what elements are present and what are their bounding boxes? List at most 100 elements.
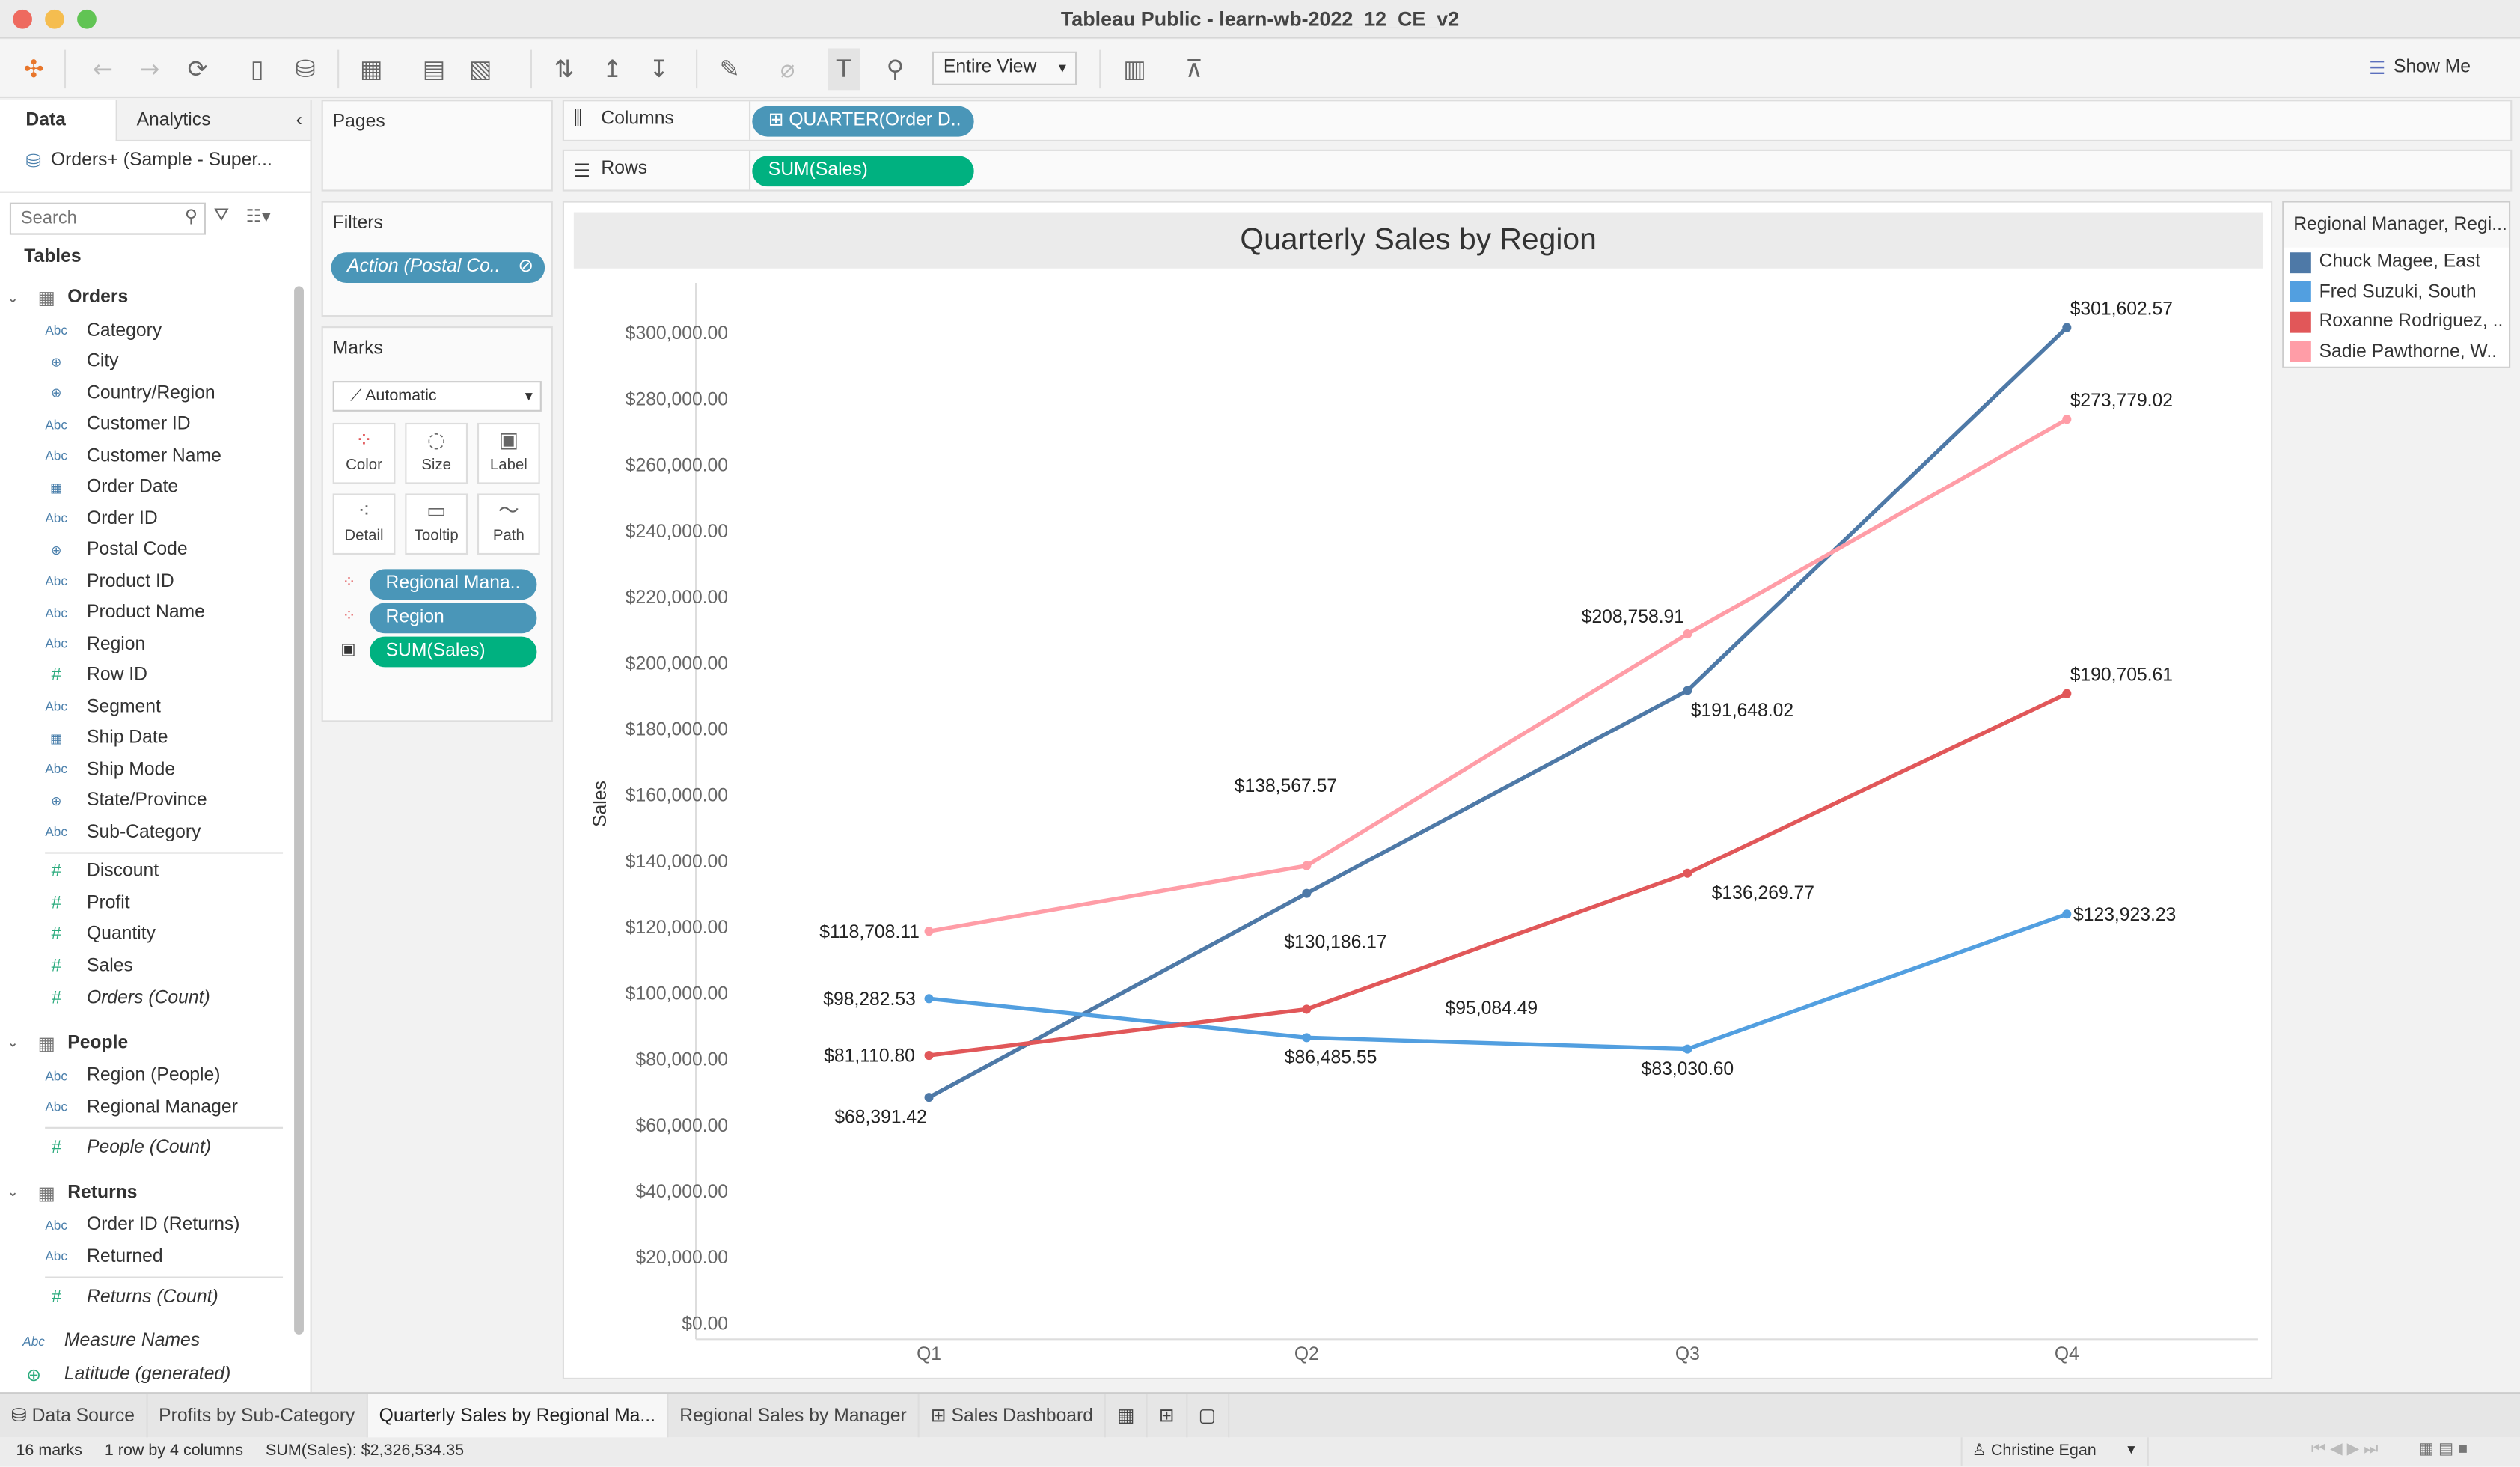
new-worksheet-tab-icon[interactable]: ▦ [1106, 1394, 1148, 1439]
field-item[interactable]: Abc Customer ID [0, 409, 283, 441]
presentation-icon[interactable]: ⊼ [1185, 55, 1203, 84]
rows-shelf[interactable]: ☰ Rows SUM(Sales) [562, 149, 2513, 192]
new-story-tab-icon[interactable]: ▢ [1187, 1394, 1229, 1439]
field-item[interactable]: Abc Returned [0, 1241, 283, 1272]
chevron-down-icon[interactable]: ⌄ [7, 1035, 19, 1050]
group-icon[interactable]: ⌀ [780, 55, 795, 84]
show-cards-icon[interactable]: ▥ [1123, 55, 1146, 84]
filters-shelf[interactable]: Filters Action (Postal Co.. ⊘ [321, 201, 553, 317]
field-item[interactable]: Abc Order ID [0, 503, 283, 534]
rows-pill[interactable]: SUM(Sales) [752, 156, 974, 187]
tab-analytics[interactable]: Analytics ‹ [115, 100, 311, 142]
measure-item[interactable]: # Discount [0, 856, 283, 888]
detail-button[interactable]: ⁖ Detail [332, 493, 396, 555]
data-point[interactable] [1683, 868, 1692, 878]
marks-pill-regional-manager[interactable]: Regional Mana.. [370, 569, 537, 600]
legend-item[interactable]: Fred Suzuki, South [2284, 278, 2509, 308]
new-datasource-icon[interactable]: ⛁ [295, 55, 316, 84]
show-me-button[interactable]: ☰ Show Me [2369, 56, 2471, 79]
filter-pill[interactable]: Action (Postal Co.. ⊘ [331, 252, 545, 284]
replay-icon[interactable]: ⟳ [187, 55, 208, 84]
new-worksheet-icon[interactable]: ▦ [359, 55, 383, 84]
size-button[interactable]: ◌ Size [405, 422, 468, 484]
field-item[interactable]: ⊕ City [0, 347, 283, 378]
data-point[interactable] [1683, 686, 1692, 695]
tab-quarterly-sales[interactable]: Quarterly Sales by Regional Ma... [367, 1394, 669, 1439]
data-point[interactable] [1683, 1044, 1692, 1054]
legend-item[interactable]: Roxanne Rodriguez, .. [2284, 307, 2509, 337]
show-labels-icon[interactable]: T [828, 48, 860, 91]
pages-shelf[interactable]: Pages [321, 100, 553, 192]
field-item[interactable]: ▦ Order Date [0, 472, 283, 503]
field-item[interactable]: Abc Ship Mode [0, 754, 283, 785]
field-item[interactable]: Abc Product ID [0, 566, 283, 597]
user-menu[interactable]: ♙ Christine Egan ▼ [1960, 1437, 2149, 1466]
data-point[interactable] [924, 927, 934, 936]
tab-data-source[interactable]: ⛁ Data Source [0, 1394, 148, 1439]
field-item[interactable]: Abc Sub-Category [0, 817, 283, 848]
scrollbar[interactable] [294, 286, 304, 1335]
columns-shelf[interactable]: ⫼ Columns ⊞ QUARTER(Order D.. [562, 100, 2513, 142]
field-item[interactable]: Abc Regional Manager [0, 1091, 283, 1123]
sheet-navigation-icons[interactable]: ⏮ ◀ ▶ ⏭ [2310, 1440, 2379, 1459]
field-item[interactable]: ⊕ Postal Code [0, 534, 283, 566]
count-item[interactable]: # People (Count) [0, 1131, 283, 1165]
data-point[interactable] [924, 1051, 934, 1061]
generated-field[interactable]: ⊕ Latitude (generated) [0, 1358, 283, 1391]
view-options-icon[interactable]: ☷▾ [245, 207, 271, 227]
label-button[interactable]: ▣ Label [477, 422, 540, 484]
series-line-3[interactable] [929, 417, 2068, 933]
columns-pill[interactable]: ⊞ QUARTER(Order D.. [752, 106, 974, 137]
sort-descending-icon[interactable]: ↧ [649, 55, 670, 84]
count-item[interactable]: # Orders (Count) [0, 981, 283, 1015]
swap-icon[interactable]: ⇅ [554, 55, 575, 84]
data-point[interactable] [2062, 909, 2072, 919]
series-line-2[interactable] [929, 692, 2068, 1058]
save-icon[interactable]: ▯ [250, 55, 264, 84]
field-item[interactable]: ▦ Ship Date [0, 723, 283, 754]
series-line-1[interactable] [929, 912, 2068, 1052]
tab-profits-by-sub-category[interactable]: Profits by Sub-Category [147, 1394, 368, 1439]
undo-icon[interactable]: ← [92, 55, 113, 84]
tooltip-button[interactable]: ▭ Tooltip [405, 493, 468, 555]
data-point[interactable] [1683, 629, 1692, 639]
data-point[interactable] [1302, 1033, 1312, 1043]
highlight-icon[interactable]: ✎ [719, 55, 740, 84]
table-orders[interactable]: ⌄ ▦ Orders [0, 280, 283, 315]
marks-pill-region[interactable]: Region [370, 603, 537, 634]
tableau-logo-icon[interactable]: ✣ [23, 55, 44, 84]
clear-sheet-icon[interactable]: ▧ [469, 55, 492, 84]
field-item[interactable]: Abc Region (People) [0, 1061, 283, 1092]
data-point[interactable] [2062, 415, 2072, 424]
data-point[interactable] [1302, 1004, 1312, 1014]
field-item[interactable]: ⊕ Country/Region [0, 378, 283, 409]
tab-sales-dashboard[interactable]: ⊞ Sales Dashboard [920, 1394, 1107, 1439]
table-people[interactable]: ⌄ ▦ People [0, 1025, 283, 1060]
legend-item[interactable]: Chuck Magee, East [2284, 248, 2509, 278]
fit-dropdown[interactable]: Entire View ▼ [932, 51, 1077, 85]
zoom-window-button[interactable] [77, 9, 97, 29]
path-button[interactable]: 〜 Path [477, 493, 540, 555]
table-returns[interactable]: ⌄ ▦ Returns [0, 1174, 283, 1210]
count-item[interactable]: # Returns (Count) [0, 1281, 283, 1314]
redo-icon[interactable]: → [139, 55, 160, 84]
data-point[interactable] [924, 1093, 934, 1102]
data-point[interactable] [1302, 888, 1312, 898]
field-item[interactable]: Abc Customer Name [0, 441, 283, 472]
view-mode-icons[interactable]: ▦ ▤ ■ [2418, 1440, 2468, 1459]
series-line-0[interactable] [928, 326, 2069, 1100]
datasource-item[interactable]: ⛁ Orders+ (Sample - Super... [25, 150, 272, 172]
measure-item[interactable]: # Profit [0, 888, 283, 919]
sort-ascending-icon[interactable]: ↥ [602, 55, 623, 84]
filter-icon[interactable]: ⛛ [213, 205, 230, 225]
data-point[interactable] [2062, 323, 2072, 332]
field-item[interactable]: # Row ID [0, 660, 283, 692]
field-item[interactable]: Abc Region [0, 629, 283, 660]
color-button[interactable]: ⁘ Color [332, 422, 396, 484]
measure-item[interactable]: # Sales [0, 950, 283, 981]
pin-icon[interactable]: ⚲ [886, 55, 905, 84]
data-point[interactable] [1302, 861, 1312, 870]
field-item[interactable]: Abc Product Name [0, 597, 283, 629]
field-item[interactable]: Abc Category [0, 315, 283, 347]
